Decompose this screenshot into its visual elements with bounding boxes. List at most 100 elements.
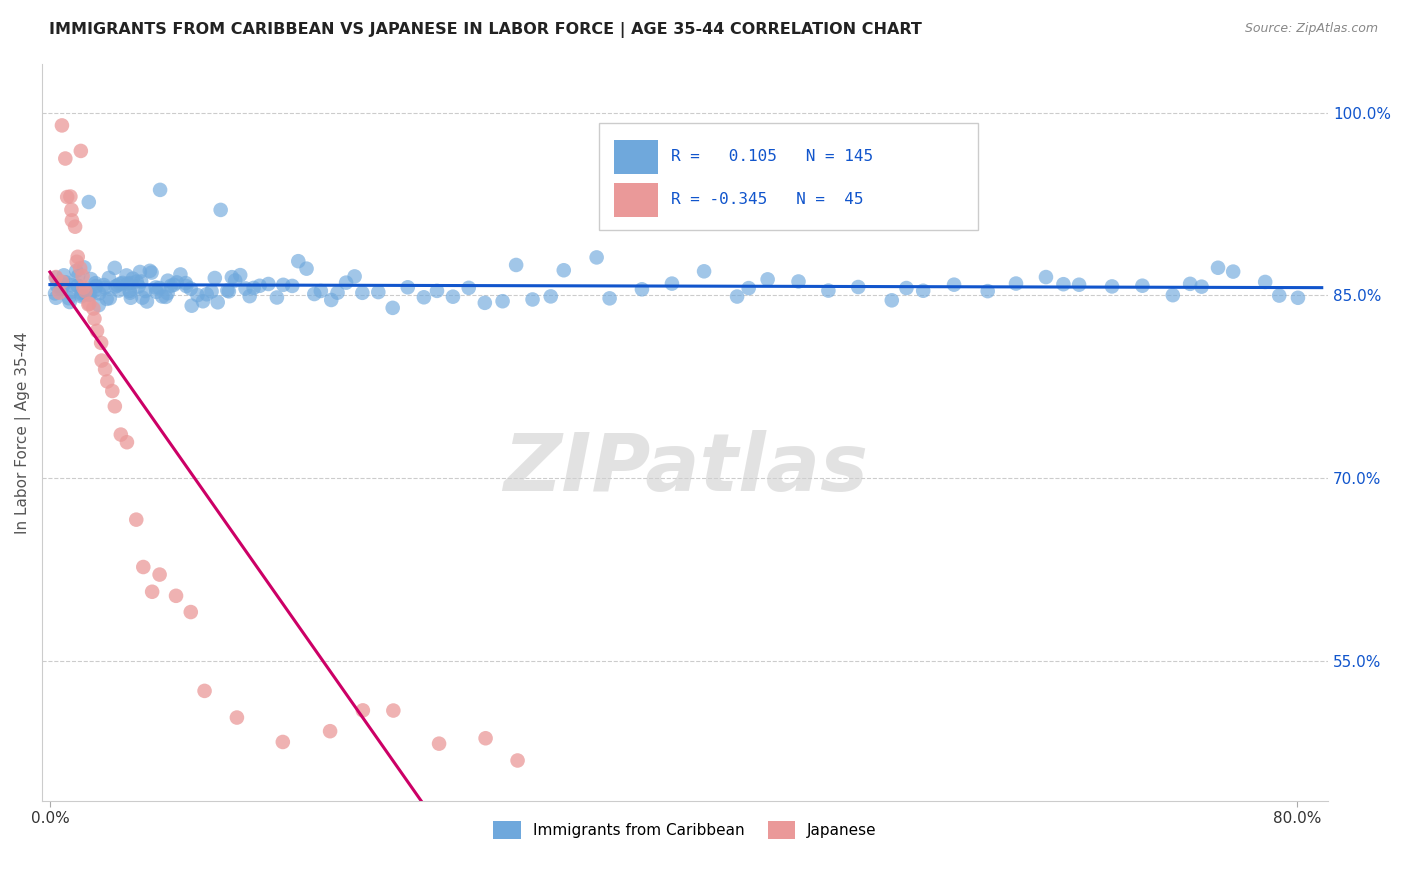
FancyBboxPatch shape bbox=[599, 123, 979, 230]
Point bbox=[343, 269, 366, 284]
Point bbox=[69, 261, 91, 276]
Point bbox=[1052, 277, 1074, 292]
Y-axis label: In Labor Force | Age 35-44: In Labor Force | Age 35-44 bbox=[15, 331, 31, 533]
Point bbox=[304, 287, 326, 301]
Point bbox=[149, 183, 172, 197]
Point bbox=[221, 270, 243, 285]
Point bbox=[271, 277, 294, 292]
Point bbox=[86, 324, 108, 338]
Point bbox=[1206, 260, 1229, 275]
Point bbox=[257, 277, 280, 291]
Point bbox=[60, 285, 83, 299]
Point bbox=[693, 264, 716, 278]
Point bbox=[70, 285, 93, 300]
Point bbox=[46, 278, 69, 293]
Point bbox=[309, 284, 332, 298]
Point bbox=[60, 213, 83, 227]
Point bbox=[1286, 291, 1309, 305]
Point bbox=[166, 276, 188, 290]
Point bbox=[70, 288, 93, 302]
Point bbox=[84, 276, 107, 290]
Point bbox=[58, 291, 80, 305]
Point bbox=[149, 567, 172, 582]
Point bbox=[79, 287, 101, 301]
Point bbox=[52, 277, 75, 292]
Point bbox=[118, 284, 141, 298]
Point bbox=[174, 279, 197, 293]
Point bbox=[491, 294, 513, 309]
Point bbox=[226, 710, 249, 724]
Point bbox=[540, 289, 562, 303]
Point bbox=[976, 284, 998, 298]
Point bbox=[160, 278, 183, 293]
Point bbox=[49, 282, 72, 296]
Point bbox=[51, 281, 73, 295]
Point bbox=[90, 335, 112, 350]
Legend: Immigrants from Caribbean, Japanese: Immigrants from Caribbean, Japanese bbox=[488, 815, 883, 845]
Point bbox=[83, 284, 105, 298]
Point bbox=[134, 284, 156, 298]
Point bbox=[96, 375, 118, 389]
Point bbox=[66, 278, 89, 293]
Point bbox=[107, 284, 129, 298]
Point bbox=[56, 190, 79, 204]
Point bbox=[661, 277, 683, 291]
Point bbox=[787, 275, 810, 289]
Point bbox=[69, 144, 91, 158]
Point bbox=[141, 266, 163, 280]
Point bbox=[326, 285, 349, 300]
Point bbox=[145, 285, 167, 299]
Point bbox=[599, 291, 621, 305]
Point bbox=[72, 269, 94, 284]
Text: R =   0.105   N = 145: R = 0.105 N = 145 bbox=[671, 149, 873, 164]
Point bbox=[82, 301, 104, 316]
Point bbox=[66, 250, 89, 264]
Point bbox=[174, 276, 197, 290]
Point bbox=[156, 274, 179, 288]
Point bbox=[139, 264, 162, 278]
Point bbox=[295, 261, 318, 276]
Point bbox=[83, 311, 105, 326]
Text: IMMIGRANTS FROM CARIBBEAN VS JAPANESE IN LABOR FORCE | AGE 35-44 CORRELATION CHA: IMMIGRANTS FROM CARIBBEAN VS JAPANESE IN… bbox=[49, 22, 922, 38]
Point bbox=[193, 684, 215, 698]
Point bbox=[163, 277, 186, 292]
Point bbox=[98, 291, 121, 305]
Point bbox=[60, 202, 83, 217]
Point bbox=[1178, 277, 1201, 291]
Point bbox=[1268, 288, 1291, 302]
Point bbox=[352, 703, 374, 717]
Point bbox=[169, 268, 191, 282]
Point bbox=[94, 362, 117, 376]
Point bbox=[204, 271, 226, 285]
Point bbox=[96, 292, 118, 306]
Point bbox=[141, 584, 163, 599]
Point bbox=[156, 286, 179, 301]
Point bbox=[51, 275, 73, 289]
Point bbox=[131, 291, 153, 305]
Point bbox=[128, 279, 150, 293]
Point bbox=[319, 724, 342, 739]
Point bbox=[145, 280, 167, 294]
Point bbox=[53, 152, 76, 166]
Point bbox=[217, 284, 239, 298]
Point bbox=[195, 287, 218, 301]
Point bbox=[101, 384, 124, 398]
Point bbox=[77, 297, 100, 311]
Point bbox=[224, 273, 246, 287]
Point bbox=[191, 294, 214, 309]
Point bbox=[87, 298, 110, 312]
Point bbox=[108, 277, 131, 291]
Point bbox=[271, 735, 294, 749]
Point bbox=[412, 290, 434, 304]
Point bbox=[553, 263, 575, 277]
Point bbox=[281, 279, 304, 293]
Point bbox=[121, 271, 143, 285]
Point bbox=[321, 293, 343, 307]
Point bbox=[382, 704, 405, 718]
Point bbox=[135, 294, 157, 309]
Point bbox=[441, 290, 464, 304]
Text: Source: ZipAtlas.com: Source: ZipAtlas.com bbox=[1244, 22, 1378, 36]
Point bbox=[73, 285, 96, 300]
Point bbox=[67, 269, 90, 284]
Point bbox=[352, 285, 374, 300]
